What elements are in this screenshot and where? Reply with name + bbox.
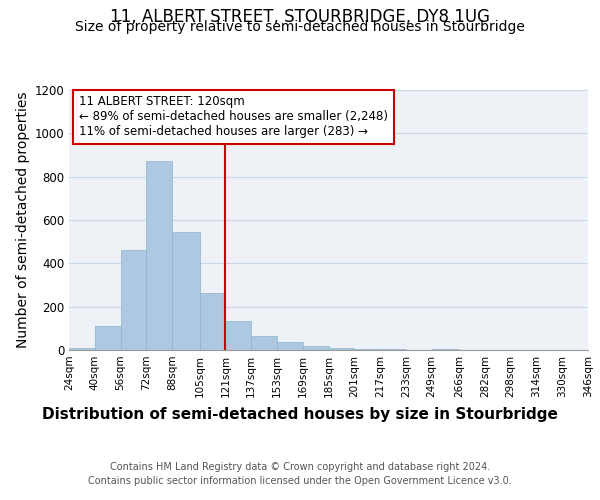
Text: 11 ALBERT STREET: 120sqm
← 89% of semi-detached houses are smaller (2,248)
11% o: 11 ALBERT STREET: 120sqm ← 89% of semi-d…: [79, 96, 388, 138]
Text: 11, ALBERT STREET, STOURBRIDGE, DY8 1UG: 11, ALBERT STREET, STOURBRIDGE, DY8 1UG: [110, 8, 490, 26]
Text: Size of property relative to semi-detached houses in Stourbridge: Size of property relative to semi-detach…: [75, 20, 525, 34]
Bar: [121, 250, 146, 350]
Bar: [431, 349, 459, 350]
Bar: [146, 162, 172, 350]
Text: Distribution of semi-detached houses by size in Stourbridge: Distribution of semi-detached houses by …: [42, 408, 558, 422]
Bar: [329, 348, 354, 350]
Y-axis label: Number of semi-detached properties: Number of semi-detached properties: [16, 92, 30, 348]
Bar: [251, 336, 277, 350]
Text: Contains public sector information licensed under the Open Government Licence v3: Contains public sector information licen…: [88, 476, 512, 486]
Bar: [172, 232, 200, 350]
Bar: [69, 348, 95, 350]
Bar: [303, 346, 329, 350]
Text: Contains HM Land Registry data © Crown copyright and database right 2024.: Contains HM Land Registry data © Crown c…: [110, 462, 490, 472]
Bar: [226, 321, 251, 350]
Bar: [200, 292, 226, 350]
Bar: [354, 349, 380, 350]
Bar: [277, 342, 303, 350]
Bar: [380, 349, 406, 350]
Bar: [95, 326, 121, 350]
